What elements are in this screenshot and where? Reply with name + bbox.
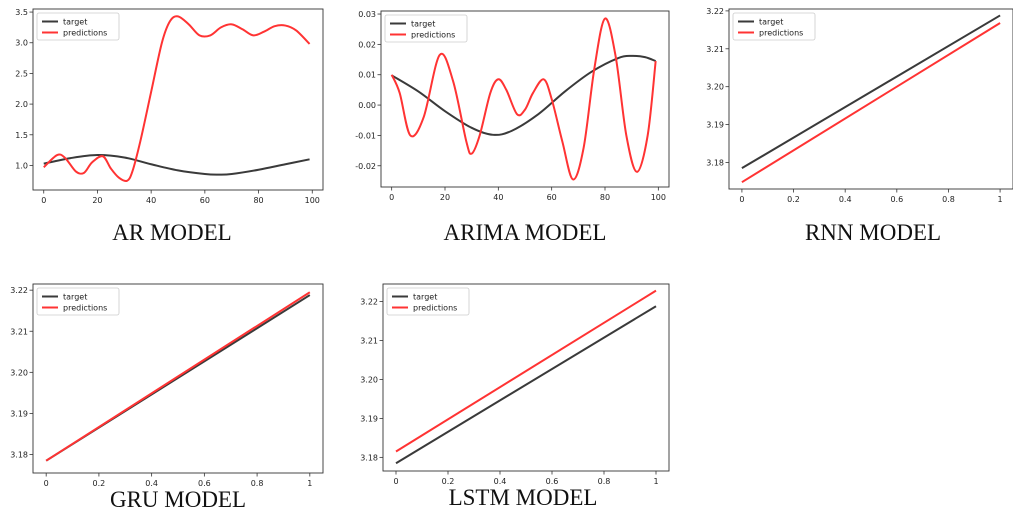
y-tick-label: 3.21 — [706, 45, 724, 54]
y-tick-label: 3.22 — [360, 298, 378, 307]
legend: target predictions — [732, 12, 816, 41]
series-line-target — [391, 54, 657, 136]
series-line-predictions — [741, 22, 1001, 184]
x-tick-label: 20 — [440, 193, 450, 202]
y-tick-label: 3.0 — [15, 39, 28, 48]
legend: target predictions — [36, 287, 120, 316]
y-tick-label: 3.22 — [10, 286, 28, 295]
x-tick-label: 0.2 — [442, 477, 455, 486]
x-tick-label: 0.6 — [546, 477, 559, 486]
legend-label-predictions: predictions — [413, 304, 457, 313]
y-tick-label: 0.02 — [358, 40, 376, 49]
series-line-predictions — [390, 17, 657, 181]
x-tick-label: 80 — [253, 196, 263, 205]
legend-label-predictions: predictions — [63, 29, 107, 38]
y-tick-label: 3.19 — [360, 414, 378, 423]
legend-label-target: target — [63, 18, 87, 27]
chart-panel-3: 0 0.2 0.4 0.6 0.8 1 3.18 3.19 3.20 3.21 3.22 target… — [706, 7, 1013, 245]
x-tick-label: 60 — [547, 193, 557, 202]
x-tick-label: 0 — [389, 193, 394, 202]
y-tick-label: 3.22 — [706, 7, 724, 16]
chart-caption: LSTM MODEL — [449, 485, 598, 510]
plot-frame — [32, 283, 324, 474]
legend-label-predictions: predictions — [759, 29, 803, 38]
y-tick-label: 1.5 — [15, 131, 28, 140]
x-tick-label: 40 — [493, 193, 503, 202]
chart-panel-4: 0 0.2 0.4 0.6 0.8 1 3.18 3.19 3.20 3.21 3.22 target… — [10, 283, 324, 512]
y-tick-label: 3.19 — [706, 121, 724, 130]
legend-label-target: target — [413, 293, 437, 302]
x-tick-label: 100 — [305, 196, 320, 205]
x-tick-label: 0 — [44, 479, 49, 488]
x-tick-label: 1 — [653, 477, 658, 486]
y-tick-label: 3.18 — [10, 451, 28, 460]
x-tick-label: 80 — [600, 193, 610, 202]
x-tick-label: 40 — [146, 196, 156, 205]
y-tick-label: 3.20 — [360, 375, 378, 384]
legend: target predictions — [384, 14, 468, 43]
y-tick-label: 0.00 — [358, 101, 376, 110]
y-tick-label: 2.0 — [15, 100, 28, 109]
legend: target predictions — [36, 12, 120, 41]
y-tick-label: 0.03 — [358, 10, 376, 19]
x-tick-label: 0.4 — [145, 479, 158, 488]
x-tick-label: 0.6 — [198, 479, 211, 488]
legend-label-target: target — [411, 20, 435, 29]
y-tick-label: 2.5 — [15, 69, 28, 78]
chart-panel-2: 0 20 40 60 80 100 -0.02 -0.01 0.00 0.01 0.02 0.03 ta… — [355, 10, 670, 245]
y-tick-label: 3.21 — [360, 336, 378, 345]
x-tick-label: 1 — [307, 479, 312, 488]
chart-caption: AR MODEL — [112, 220, 231, 245]
y-tick-label: 3.18 — [706, 158, 724, 167]
plot-frame — [380, 10, 670, 188]
y-tick-label: 3.21 — [10, 327, 28, 336]
legend-label-target: target — [759, 18, 783, 27]
chart-caption: ARIMA MODEL — [444, 220, 607, 245]
legend-label-predictions: predictions — [411, 31, 455, 40]
legend: target predictions — [386, 287, 470, 316]
x-tick-label: 0 — [393, 477, 398, 486]
x-tick-label: 20 — [92, 196, 102, 205]
chart-panel-1: 0 20 40 60 80 100 1.0 1.5 2.0 2.5 3.0 3.5 target pred… — [15, 8, 324, 245]
x-tick-label: 100 — [651, 193, 666, 202]
y-tick-label: 3.5 — [15, 8, 28, 17]
y-tick-label: -0.01 — [355, 131, 376, 140]
plot-frame — [728, 8, 1013, 190]
y-tick-label: 3.18 — [360, 453, 378, 462]
series-line-target — [395, 305, 657, 465]
x-tick-label: 0.8 — [942, 195, 955, 204]
x-tick-label: 0 — [41, 196, 46, 205]
y-tick-label: 3.20 — [706, 83, 724, 92]
plot-frame — [32, 8, 324, 191]
plot-frame — [382, 283, 670, 472]
x-tick-label: 0.4 — [839, 195, 852, 204]
series-line-predictions — [43, 15, 311, 183]
y-tick-label: 0.01 — [358, 71, 376, 80]
y-tick-label: 3.19 — [10, 409, 28, 418]
chart-caption: RNN MODEL — [805, 220, 941, 245]
series-line-target — [43, 154, 310, 176]
x-tick-label: 0.2 — [93, 479, 106, 488]
x-tick-label: 0.6 — [890, 195, 903, 204]
chart-panel-5: 0 0.2 0.4 0.6 0.8 1 3.18 3.19 3.20 3.21 3.22 target… — [360, 283, 670, 510]
y-tick-label: 3.20 — [10, 368, 28, 377]
x-tick-label: 0 — [739, 195, 744, 204]
x-tick-label: 60 — [200, 196, 210, 205]
chart-caption: GRU MODEL — [110, 487, 246, 512]
series-line-target — [741, 14, 1001, 170]
series-line-predictions — [395, 289, 657, 453]
x-tick-label: 0.2 — [787, 195, 800, 204]
x-tick-label: 0.4 — [494, 477, 507, 486]
legend-label-target: target — [63, 293, 87, 302]
y-tick-label: 1.0 — [15, 161, 28, 170]
legend-label-predictions: predictions — [63, 304, 107, 313]
x-tick-label: 0.8 — [251, 479, 264, 488]
series-line-predictions — [45, 291, 311, 462]
x-tick-label: 1 — [998, 195, 1003, 204]
y-tick-label: -0.02 — [355, 162, 376, 171]
x-tick-label: 0.8 — [598, 477, 611, 486]
